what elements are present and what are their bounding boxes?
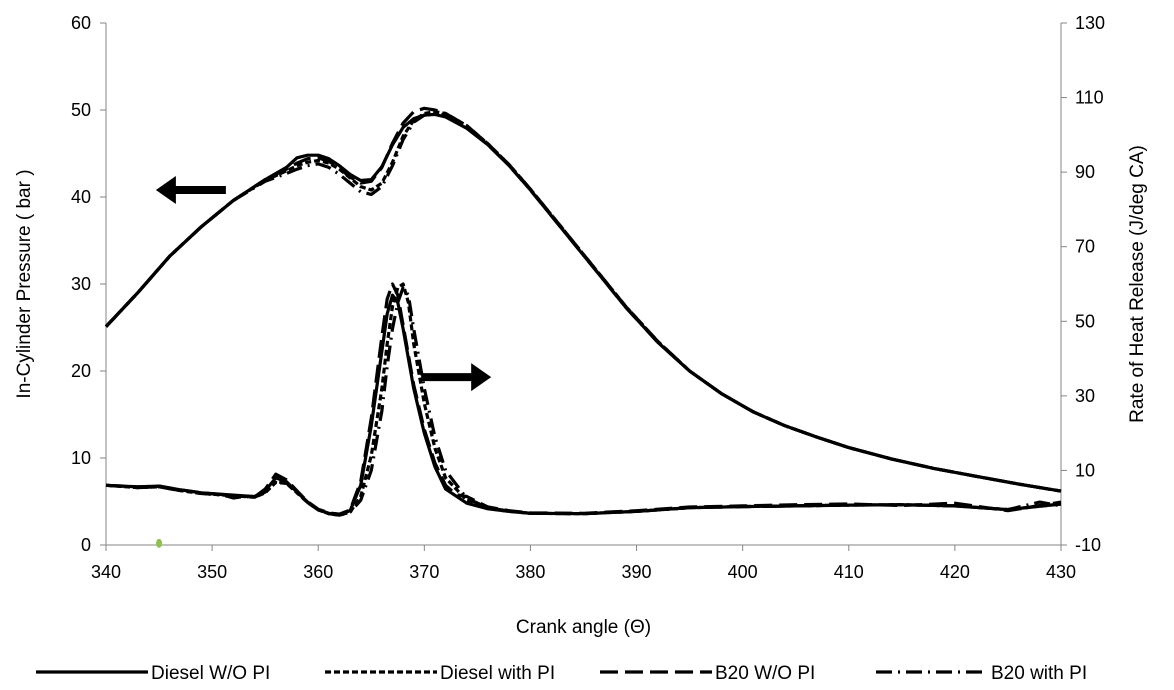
right-y-tick-label: 50 <box>1075 311 1095 331</box>
left-y-tick-label: 10 <box>71 448 91 468</box>
left-y-tick-label: 60 <box>71 13 91 33</box>
right-y-tick-label: 30 <box>1075 386 1095 406</box>
stray-data-marker <box>156 538 163 548</box>
left-y-axis-title: In-Cylinder Pressure ( bar ) <box>14 169 35 398</box>
x-tick-label: 430 <box>1046 562 1076 582</box>
series-pressure-b20-with-pi <box>104 111 1062 493</box>
x-tick-label: 400 <box>728 562 758 582</box>
axes <box>100 22 1067 551</box>
legend-label: B20 with PI <box>991 663 1087 684</box>
right-y-axis-title: Rate of Heat Release (J/deg CA) <box>1127 145 1148 423</box>
series-lines <box>104 106 1062 517</box>
right-y-tick-label: -10 <box>1075 535 1101 555</box>
x-tick-label: 350 <box>197 562 227 582</box>
annotations <box>155 176 492 548</box>
left-y-tick-label: 50 <box>71 100 91 120</box>
right-y-tick-label: 10 <box>1075 460 1095 480</box>
left-y-tick-label: 20 <box>71 361 91 381</box>
x-tick-label: 360 <box>303 562 333 582</box>
x-tick-label: 370 <box>409 562 439 582</box>
x-tick-label: 410 <box>834 562 864 582</box>
legend: Diesel W/O PI Diesel with PI B20 W/O PI B20… <box>36 663 1087 684</box>
arrow-right-icon <box>421 363 492 392</box>
series-heat-release-b20-with-pi <box>105 286 1062 517</box>
left-y-tick-label: 30 <box>71 274 91 294</box>
x-tick-label: 420 <box>940 562 970 582</box>
right-y-tick-label: 70 <box>1075 237 1095 257</box>
right-y-tick-label: 130 <box>1075 13 1105 33</box>
x-axis-title: Crank angle (Θ) <box>516 617 651 638</box>
right-y-tick-label: 90 <box>1075 162 1095 182</box>
legend-label: Diesel with PI <box>440 663 555 684</box>
arrow-left-icon <box>155 176 226 205</box>
tick-labels: 340 350 360 370 380 390 400 410 420 430 0 10 20 30 40 5… <box>71 13 1105 582</box>
right-y-tick-label: 110 <box>1075 88 1104 108</box>
left-y-tick-label: 0 <box>81 535 91 555</box>
legend-label: B20 W/O PI <box>715 663 815 684</box>
left-y-tick-label: 40 <box>71 187 91 207</box>
x-tick-label: 340 <box>91 562 121 582</box>
x-tick-label: 390 <box>622 562 652 582</box>
x-tick-label: 380 <box>515 562 545 582</box>
legend-label: Diesel W/O PI <box>151 663 270 684</box>
series-heat-release-diesel-with-pi <box>105 282 1062 517</box>
